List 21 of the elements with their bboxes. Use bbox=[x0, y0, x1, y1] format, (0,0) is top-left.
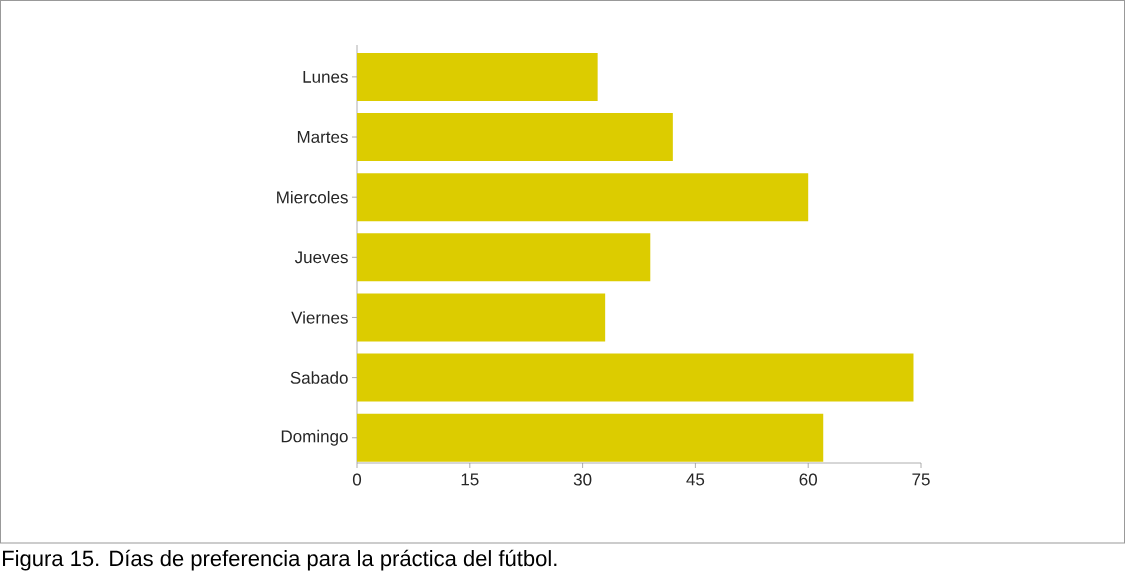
bar bbox=[357, 233, 651, 282]
bar bbox=[357, 173, 809, 222]
y-tick-label: Miercoles bbox=[277, 190, 348, 204]
y-tick-label: Viernes bbox=[291, 311, 348, 324]
bar bbox=[357, 52, 598, 101]
x-tick-label: 0 bbox=[352, 473, 362, 486]
x-tick-label: 60 bbox=[799, 473, 817, 486]
x-tick-label: 15 bbox=[461, 473, 479, 486]
y-tick-label: Lunes bbox=[303, 70, 348, 83]
bar bbox=[357, 293, 606, 342]
x-tick-label: 45 bbox=[686, 473, 705, 486]
y-tick-label: Jueves bbox=[294, 251, 348, 264]
bar bbox=[357, 413, 824, 462]
text: Figura 15. Días de preferencia para la práctica del fútbol. bbox=[3, 549, 557, 571]
y-tick-label: Sabado bbox=[290, 371, 348, 384]
bar bbox=[357, 113, 673, 162]
x-tick-label: 75 bbox=[912, 473, 930, 486]
y-tick-label: Martes bbox=[297, 131, 348, 143]
y-tick-label: Domingo bbox=[281, 429, 348, 446]
bar bbox=[357, 353, 914, 402]
x-tick-label: 30 bbox=[573, 473, 592, 486]
